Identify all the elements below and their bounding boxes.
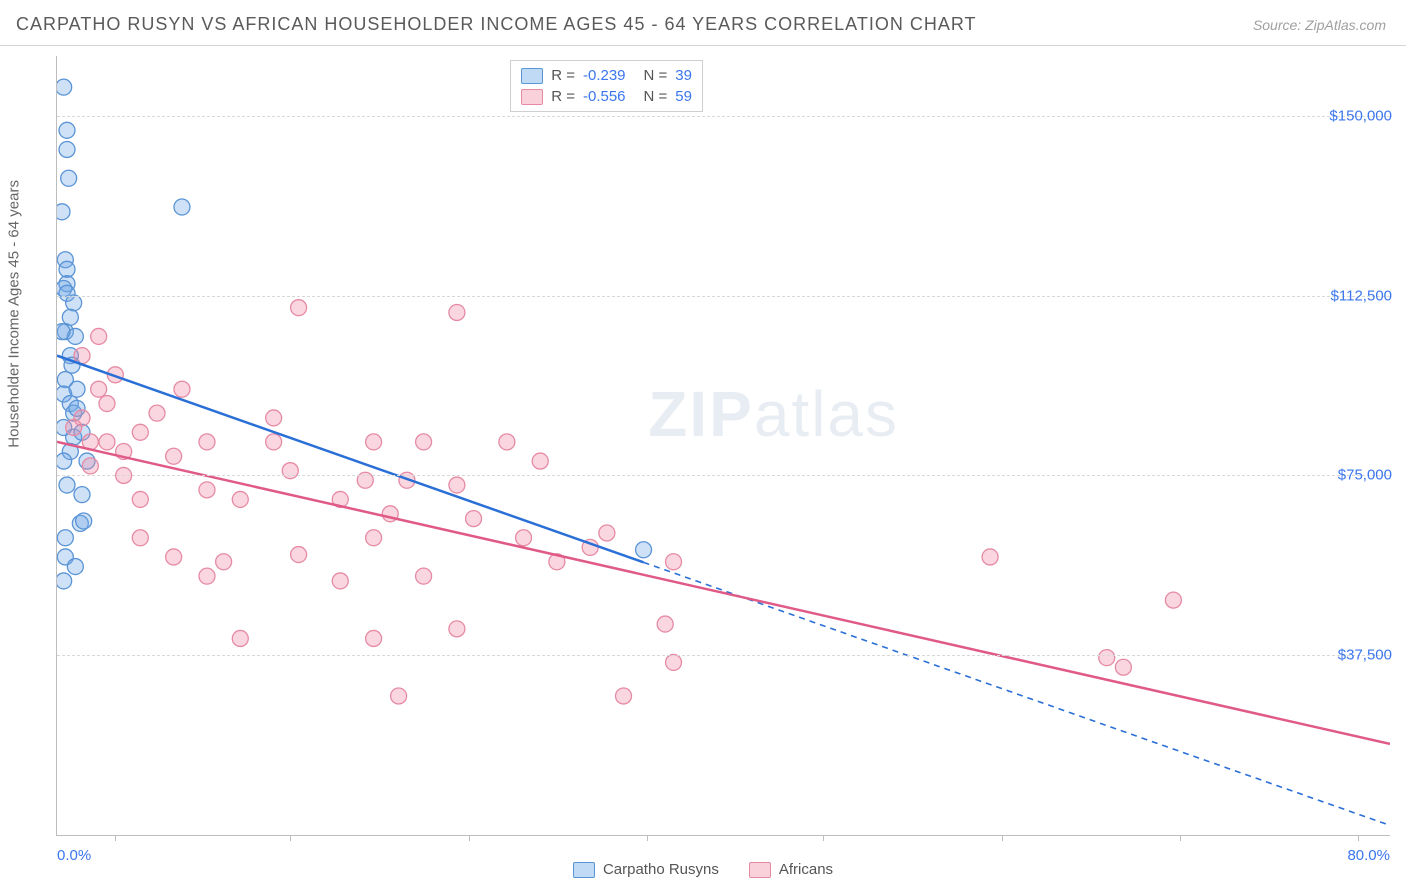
y-axis-title: Householder Income Ages 45 - 64 years	[6, 180, 23, 448]
legend-item-1: Carpatho Rusyns	[573, 861, 719, 878]
r-value-1: -0.239	[583, 67, 626, 84]
y-tick-label: $150,000	[1323, 107, 1392, 124]
chart-header: CARPATHO RUSYN VS AFRICAN HOUSEHOLDER IN…	[0, 0, 1406, 46]
legend-item-2: Africans	[749, 861, 833, 878]
r-value-2: -0.556	[583, 88, 626, 105]
plot-region: ZIPatlas R = -0.239 N = 39 R = -0.556 N …	[56, 56, 1390, 836]
n-value-1: 39	[675, 67, 692, 84]
swatch-blue-icon	[521, 68, 543, 84]
n-value-2: 59	[675, 88, 692, 105]
legend-label-2: Africans	[779, 861, 833, 878]
source-label: Source: ZipAtlas.com	[1253, 17, 1386, 33]
y-tick-label: $75,000	[1332, 467, 1392, 484]
scatter-svg	[57, 56, 1390, 835]
series-legend: Carpatho Rusyns Africans	[0, 861, 1406, 878]
swatch-blue-icon	[573, 862, 595, 878]
swatch-pink-icon	[749, 862, 771, 878]
stats-legend: R = -0.239 N = 39 R = -0.556 N = 59	[510, 60, 703, 112]
stats-row-1: R = -0.239 N = 39	[521, 65, 692, 86]
stats-row-2: R = -0.556 N = 59	[521, 86, 692, 107]
chart-area: ZIPatlas R = -0.239 N = 39 R = -0.556 N …	[56, 56, 1390, 836]
y-tick-label: $37,500	[1332, 647, 1392, 664]
legend-label-1: Carpatho Rusyns	[603, 861, 719, 878]
y-tick-label: $112,500	[1325, 287, 1392, 304]
swatch-pink-icon	[521, 89, 543, 105]
chart-title: CARPATHO RUSYN VS AFRICAN HOUSEHOLDER IN…	[16, 14, 977, 35]
